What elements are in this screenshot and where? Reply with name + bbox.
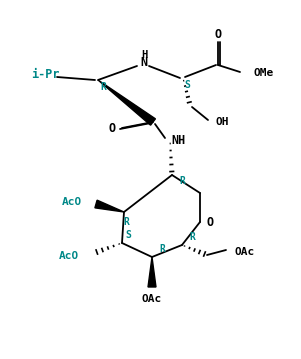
Text: N: N — [141, 56, 147, 70]
Polygon shape — [98, 80, 155, 125]
Text: R: R — [123, 217, 129, 227]
Text: NH: NH — [172, 135, 186, 148]
Text: R: R — [159, 244, 165, 254]
Text: H: H — [141, 50, 147, 60]
Polygon shape — [148, 257, 156, 287]
Text: S: S — [184, 80, 190, 90]
Text: AcO: AcO — [59, 251, 79, 261]
Text: AcO: AcO — [62, 197, 82, 207]
Text: OH: OH — [215, 117, 229, 127]
Text: R: R — [100, 82, 106, 92]
Text: R: R — [179, 176, 185, 186]
Text: OAc: OAc — [235, 247, 255, 257]
Polygon shape — [95, 200, 124, 212]
Text: S: S — [125, 230, 131, 240]
Text: i-Pr: i-Pr — [31, 69, 59, 81]
Text: O: O — [214, 28, 222, 42]
Text: O: O — [206, 215, 214, 228]
Text: OMe: OMe — [254, 68, 274, 78]
Text: O: O — [108, 121, 116, 135]
Text: OAc: OAc — [142, 294, 162, 304]
Text: R: R — [189, 232, 195, 242]
